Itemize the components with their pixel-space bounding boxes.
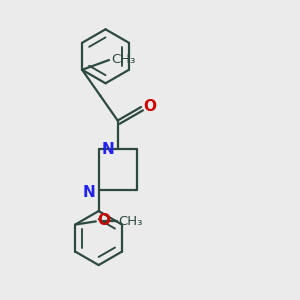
Text: CH₃: CH₃	[112, 52, 136, 66]
Text: N: N	[83, 184, 95, 200]
Text: N: N	[102, 142, 115, 157]
Text: O: O	[143, 99, 156, 114]
Text: O: O	[98, 213, 110, 228]
Text: CH₃: CH₃	[118, 215, 142, 228]
